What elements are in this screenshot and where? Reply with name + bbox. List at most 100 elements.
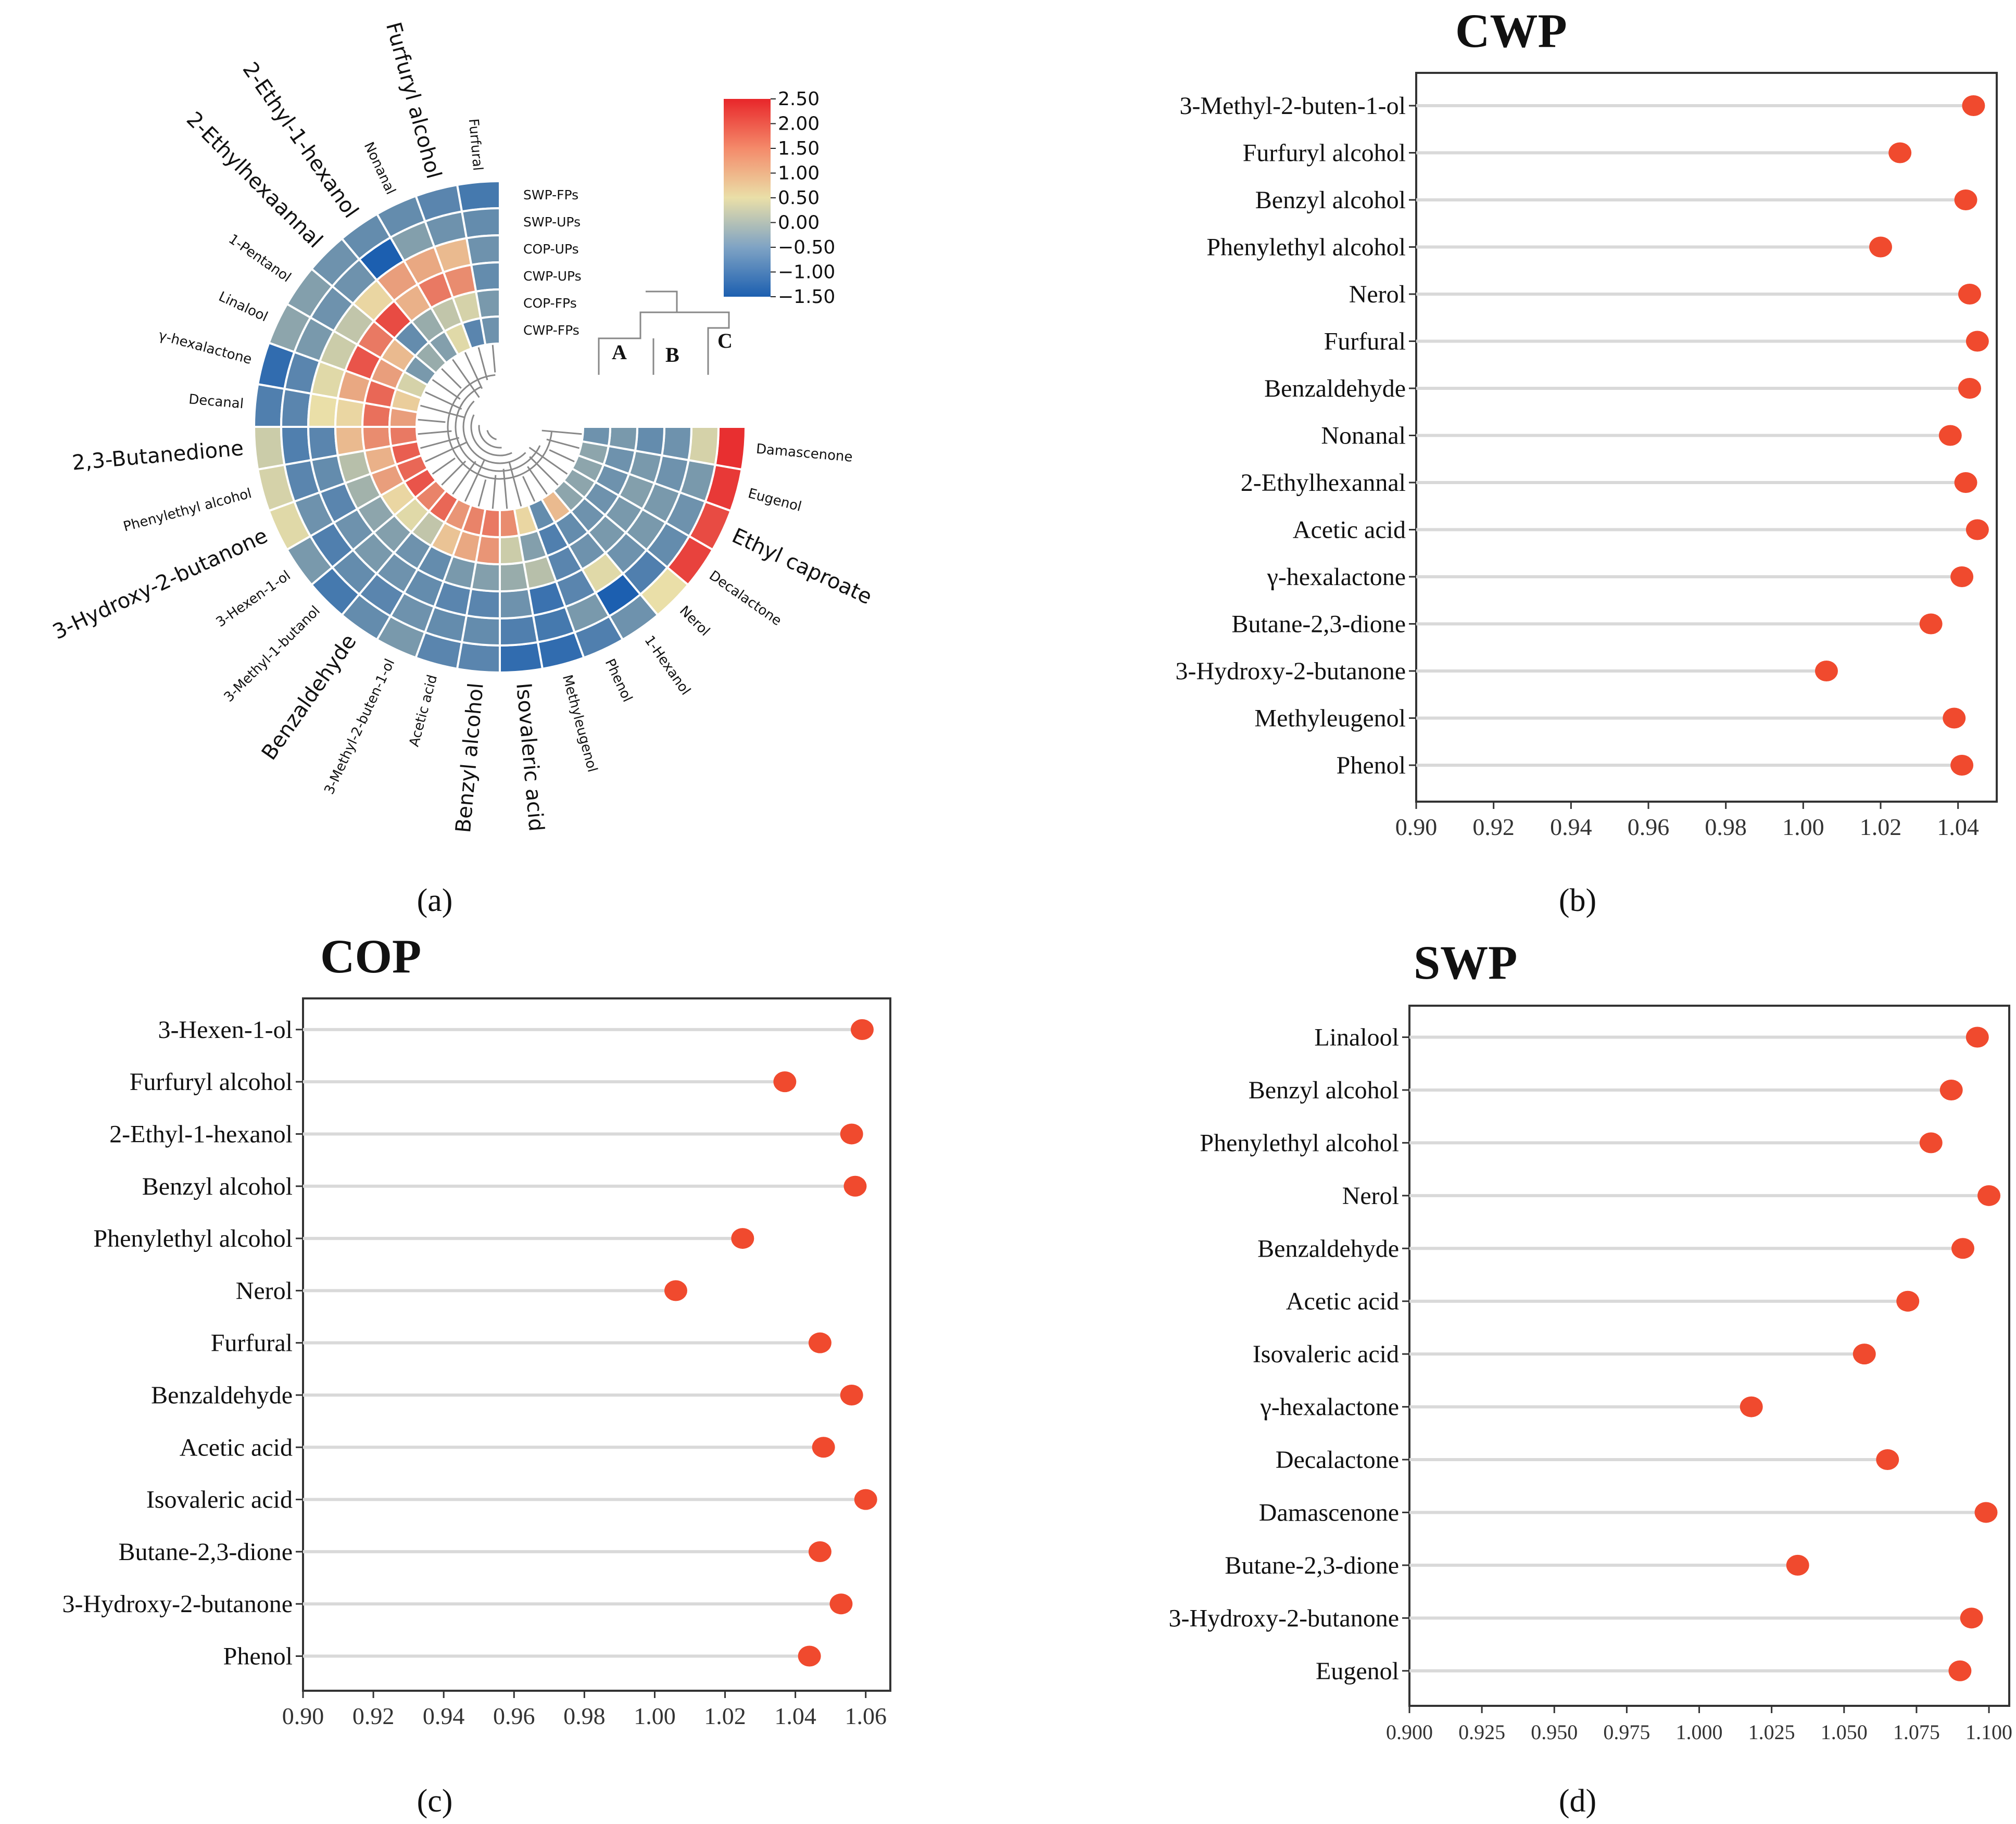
lollipop-dot bbox=[843, 1175, 867, 1197]
heatmap-cell bbox=[499, 641, 544, 674]
row-label: CWP-UPs bbox=[523, 269, 582, 284]
lollipop-dot bbox=[829, 1593, 853, 1615]
plot-frame bbox=[1415, 72, 1998, 803]
lollipop-dot bbox=[812, 1437, 835, 1458]
row-label: COP-FPs bbox=[523, 296, 577, 311]
category-label: Decalactone bbox=[1276, 1446, 1399, 1474]
compound-label: Decalactone bbox=[706, 568, 784, 629]
cluster-tree bbox=[598, 290, 678, 375]
dendrogram-arc bbox=[486, 429, 497, 440]
dendrogram-branch bbox=[431, 378, 461, 400]
compound-label: Methyleugenol bbox=[559, 673, 600, 774]
category-label: 2-Ethyl-1-hexanol bbox=[109, 1120, 293, 1148]
heatmap-cell bbox=[465, 587, 501, 620]
x-tick-label: 1.04 bbox=[774, 1703, 816, 1729]
lollipop-dot bbox=[1948, 1660, 1972, 1681]
lollipop-dot bbox=[854, 1489, 877, 1510]
x-tick-label: 1.000 bbox=[1676, 1720, 1723, 1744]
x-tick-label: 0.90 bbox=[282, 1703, 324, 1729]
heatmap-cell bbox=[714, 426, 747, 471]
panel-c-cop-lollipop: COP 3-Hexen-1-ol Furfuryl alcohol 2-Ethyl-1… bbox=[62, 930, 891, 1729]
chart-title: CWP bbox=[1455, 4, 1567, 57]
panel-label: (d) bbox=[1559, 1783, 1596, 1819]
lollipop-dot bbox=[731, 1228, 754, 1249]
dendrogram-branch bbox=[522, 476, 536, 503]
dendrogram-branch bbox=[417, 419, 446, 423]
category-label: Methyleugenol bbox=[1254, 705, 1406, 732]
compound-label: Eugenol bbox=[746, 486, 803, 515]
compound-label: 3-Hydroxy-2-butanone bbox=[49, 524, 271, 644]
lollipop-dot bbox=[1853, 1344, 1876, 1365]
compound-label: Damascenone bbox=[755, 441, 853, 465]
category-label: Nerol bbox=[236, 1277, 293, 1304]
x-tick-label: 1.06 bbox=[845, 1703, 887, 1729]
heatmap-cell bbox=[456, 180, 501, 213]
category-label: 3-Hexen-1-ol bbox=[158, 1016, 293, 1044]
lollipop-dot bbox=[840, 1384, 863, 1405]
panel-d-swp-lollipop: SWP Linalool Benzyl alcohol Phenylethyl alc… bbox=[1168, 936, 2012, 1744]
heatmap-cell bbox=[474, 534, 501, 566]
x-tick-label: 0.94 bbox=[1550, 814, 1592, 840]
category-label: Nerol bbox=[1349, 281, 1406, 308]
category-label: Phenol bbox=[223, 1643, 293, 1670]
dendrogram-branch bbox=[440, 367, 462, 389]
row-label: SWP-FPs bbox=[523, 187, 578, 202]
lollipop-dot bbox=[798, 1645, 821, 1667]
compound-label: 1-Pentanol bbox=[225, 231, 294, 285]
x-tick-label: 0.96 bbox=[1628, 814, 1670, 840]
chart-title: COP bbox=[320, 930, 421, 983]
x-tick-label: 0.98 bbox=[563, 1703, 606, 1729]
dendrogram-branch bbox=[477, 346, 488, 381]
lollipop-dot bbox=[1815, 661, 1838, 681]
compound-label: Furfuryl alcohol bbox=[381, 20, 446, 181]
category-label: Phenol bbox=[1337, 752, 1406, 779]
category-label: Acetic acid bbox=[1286, 1288, 1399, 1315]
compound-label: 2,3-Butanedione bbox=[71, 436, 244, 475]
category-label: Phenylethyl alcohol bbox=[93, 1225, 293, 1252]
cluster-label: C bbox=[717, 329, 733, 352]
heatmap-cells bbox=[253, 180, 747, 674]
dendrogram-branch bbox=[424, 391, 462, 410]
category-label: Benzaldehyde bbox=[1264, 375, 1406, 402]
category-label: 3-Hydroxy-2-butanone bbox=[1175, 657, 1406, 685]
compound-label: Phenol bbox=[602, 656, 635, 704]
category-label: Nonanal bbox=[1321, 422, 1406, 450]
dendrogram-arc bbox=[462, 400, 526, 464]
heatmap-cell bbox=[334, 397, 366, 428]
panel-label: (b) bbox=[1559, 883, 1596, 918]
panel-b-cwp-lollipop: CWP 3-Methyl-2-buten-1-ol Furfuryl alcohol… bbox=[1175, 4, 1998, 840]
x-tick-label: 0.900 bbox=[1386, 1720, 1433, 1744]
lollipop-dot bbox=[1876, 1449, 1899, 1471]
category-label: Nerol bbox=[1342, 1182, 1399, 1210]
lollipop-dot bbox=[808, 1541, 831, 1562]
category-label: Benzaldehyde bbox=[151, 1382, 293, 1409]
dendrogram-branch bbox=[451, 358, 480, 398]
x-tick-label: 1.025 bbox=[1748, 1720, 1795, 1744]
dendrogram-arc bbox=[447, 374, 553, 480]
compound-label: Benzyl alcohol bbox=[451, 682, 488, 834]
dendrogram-arc bbox=[478, 425, 502, 449]
heatmap-cell bbox=[470, 561, 501, 593]
category-label: Butane-2,3-dione bbox=[118, 1538, 293, 1566]
dendrogram-branch bbox=[431, 457, 456, 476]
heatmap-cell bbox=[460, 207, 501, 239]
dendrogram-branch bbox=[492, 344, 496, 373]
compound-label: Furfural bbox=[465, 118, 486, 171]
heatmap-cell bbox=[581, 426, 612, 448]
x-tick-label: 1.00 bbox=[634, 1703, 676, 1729]
category-label: Benzyl alcohol bbox=[1249, 1076, 1399, 1104]
plot-frame bbox=[302, 997, 891, 1692]
dendrogram-arc bbox=[470, 414, 512, 457]
lollipop-dot bbox=[1919, 613, 1943, 635]
category-label: 3-Hydroxy-2-butanone bbox=[1168, 1604, 1399, 1632]
x-tick-label: 1.050 bbox=[1821, 1720, 1868, 1744]
category-label: Butane-2,3-dione bbox=[1231, 611, 1406, 638]
category-label: Acetic acid bbox=[180, 1434, 293, 1461]
lollipop-dot bbox=[1786, 1554, 1809, 1576]
dendrogram-branch bbox=[464, 351, 483, 389]
dendrogram-branch bbox=[417, 430, 452, 435]
row-label: CWP-FPs bbox=[523, 323, 579, 338]
lollipop-dot bbox=[1962, 95, 1985, 116]
category-label: γ-hexalactone bbox=[1260, 1394, 1399, 1421]
panel-label: (c) bbox=[417, 1783, 453, 1819]
